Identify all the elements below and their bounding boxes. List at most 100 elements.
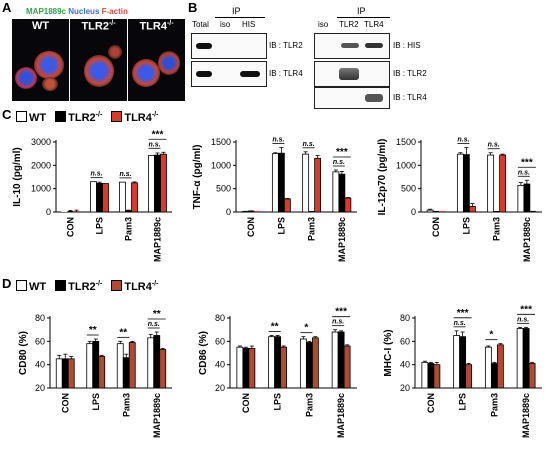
y-tick-label: 0 (411, 207, 416, 217)
legend-swatch (16, 280, 27, 291)
significance-label: n.s. (332, 319, 344, 326)
x-tick-label: CON (66, 217, 76, 237)
stain-legend: MAP1889c Nucleus F-actin (26, 7, 128, 16)
y-tick-label: 20 (215, 383, 225, 393)
y-tick-label: 60 (400, 336, 410, 346)
bar-tlr4 (468, 206, 476, 213)
lane-iso: iso (318, 20, 329, 29)
y-tick-label: 0 (46, 207, 51, 217)
bar-wt (516, 328, 524, 389)
significance-label: n.s. (333, 159, 345, 166)
bar-tlr4 (98, 356, 106, 389)
legend-swatch (16, 111, 27, 122)
significance-label: n.s. (90, 171, 102, 178)
legend-text: WT (29, 112, 47, 124)
bar-wt (421, 361, 429, 389)
bar-wt (236, 346, 244, 389)
bar-wt (302, 153, 310, 213)
bar-tlr2 (427, 363, 435, 389)
significance-label: *** (335, 307, 347, 318)
bar-tlr4 (439, 211, 446, 212)
blot-left-tlr2 (191, 33, 267, 59)
micrograph-title: WT (31, 20, 50, 32)
x-tick-label: LPS (95, 217, 105, 235)
chart-tnfa: 0 500 1000 1500 TNF-α (pg/ml) CON LPS Pam3 MAP18… (192, 137, 357, 262)
bar-tlr4 (499, 154, 507, 213)
bar-tlr2 (433, 211, 440, 212)
panel-d-label: D (2, 276, 12, 291)
y-axis-label: IL-12p70 (pg/ml) (377, 139, 388, 216)
legend-sup: -/- (151, 280, 159, 288)
ip-line-right (337, 17, 390, 18)
panel-c-label: C (2, 107, 12, 122)
significance-label: n.s. (148, 141, 160, 148)
bar-tlr2 (242, 347, 250, 389)
chart-il12p70: 0 500 1000 1500 IL-12p70 (pg/ml) CON LPS Pam3 MA… (377, 137, 542, 262)
y-tick-label: 1000 (211, 160, 231, 170)
y-tick-label: 3000 (31, 137, 51, 147)
significance-label: n.s. (518, 169, 530, 176)
legend-swatch (55, 111, 67, 122)
bar-tlr2 (523, 183, 531, 213)
y-tick-label: 1000 (31, 184, 51, 194)
y-tick-label: 80 (215, 313, 225, 323)
bar-tlr4 (67, 358, 75, 389)
significance-label: n.s. (488, 142, 500, 149)
legend-item-tlr2: TLR2-/- (55, 111, 102, 124)
x-tick-label: Pam3 (489, 393, 499, 417)
legend-c: WT TLR2-/- TLR4-/- (16, 111, 158, 124)
blot-label: IB : TLR2 (393, 69, 427, 78)
micrograph-tlr2: TLR2-/- (70, 19, 127, 101)
micrograph-title: TLR4 (139, 20, 167, 33)
y-tick-label: 500 (216, 184, 231, 194)
bar-tlr2 (274, 336, 282, 389)
bar-wt (119, 181, 126, 213)
significance-label: n.s. (148, 321, 160, 328)
y-tick-label: 80 (400, 313, 410, 323)
y-tick-label: 500 (401, 184, 416, 194)
bar-tlr2 (305, 342, 313, 389)
x-tick-label: MAP1889c (521, 393, 531, 438)
significance-label: n.s. (303, 141, 315, 148)
blot-right-tlr4 (314, 87, 390, 109)
bar-wt (86, 343, 94, 389)
significance-label: *** (336, 147, 348, 158)
legend-sup: -/- (151, 111, 159, 119)
significance-label: *** (521, 157, 533, 168)
bar-tlr2 (122, 357, 130, 389)
y-tick-label: 60 (35, 336, 45, 346)
bar-tlr2 (338, 173, 346, 213)
y-axis-label: CD80 (%) (18, 331, 29, 375)
bar-wt (148, 155, 155, 213)
bar-wt (456, 153, 464, 213)
bar-tlr2 (153, 335, 161, 389)
blot-label: IB : TLR2 (269, 41, 303, 50)
x-tick-label: LPS (461, 217, 471, 235)
micrograph-title-sup: -/- (166, 20, 174, 27)
bar-tlr2 (308, 211, 315, 212)
bar-tlr2 (61, 358, 69, 389)
blot-right-his (314, 33, 390, 59)
significance-label: ** (153, 309, 161, 320)
bar-tlr2 (92, 340, 100, 389)
ip-line-left (215, 17, 265, 18)
stain-factin: F-actin (101, 7, 128, 16)
legend-text: TLR4 (124, 112, 152, 124)
bar-tlr4 (159, 349, 167, 389)
y-axis-label: CD86 (%) (198, 331, 209, 375)
significance-label: n.s. (517, 316, 529, 323)
lane-total: Total (192, 20, 209, 29)
bar-tlr4 (496, 344, 504, 389)
legend-text: TLR2 (68, 112, 96, 124)
bar-wt (484, 346, 492, 389)
significance-label: * (489, 330, 493, 341)
bar-wt (147, 337, 155, 389)
x-tick-label: MAP1889c (152, 393, 162, 438)
x-tick-label: MAP1889c (337, 217, 347, 262)
y-axis-label: MHC-I (%) (383, 329, 394, 376)
legend-d: WT TLR2-/- TLR4-/- (16, 280, 158, 293)
bar-tlr4 (344, 197, 352, 213)
bar-tlr4 (311, 337, 319, 389)
y-tick-label: 40 (215, 360, 225, 370)
